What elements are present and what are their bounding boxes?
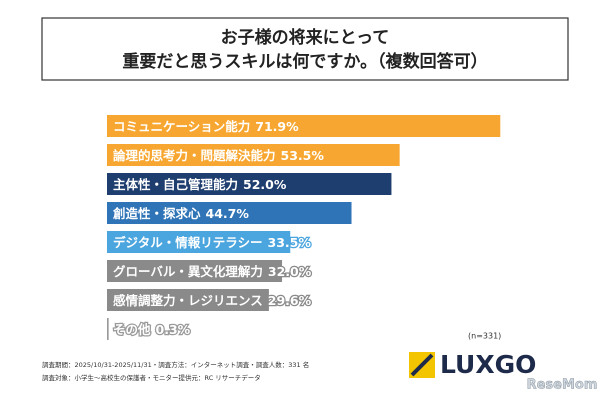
- category-label: その他: [113, 322, 151, 337]
- value-label: 32.0%: [268, 264, 312, 279]
- value-label: 44.7%: [206, 206, 250, 221]
- category-label: 論理的思考力・問題解決能力: [113, 148, 276, 163]
- bar: [107, 144, 400, 166]
- watermark: ReseMom: [527, 378, 598, 393]
- category-label: グローバル・異文化理解力: [113, 264, 263, 279]
- logo-icon-mark: [410, 353, 434, 377]
- category-label: 感情調整力・レジリエンス: [113, 293, 263, 308]
- chart-title: 重要だと思うスキルは何ですか。（複数回答可）: [122, 51, 487, 72]
- bar-label: 創造性・探求心 44.7%: [112, 206, 249, 221]
- chart-title: お子様の将来にとって: [221, 27, 390, 48]
- value-label: 33.5%: [268, 235, 312, 250]
- footnote: 調査期間：2025/10/31-2025/11/31・調査方法：インターネット調…: [42, 360, 309, 369]
- category-label: デジタル・情報リテラシー: [113, 235, 263, 250]
- category-label: 主体性・自己管理能力: [113, 177, 238, 192]
- bar-label: 主体性・自己管理能力 52.0%: [113, 177, 287, 192]
- value-label: 52.0%: [243, 177, 287, 192]
- category-label: コミュニケーション能力: [113, 119, 250, 134]
- bar-label: 感情調整力・レジリエンス 29.6%: [113, 293, 312, 308]
- footnote: 調査対象：小学生～高校生の保護者・モニター提供元：RC リサーチデータ: [42, 373, 261, 382]
- bar: [107, 289, 269, 311]
- bar-label: 論理的思考力・問題解決能力 53.5%: [113, 148, 324, 163]
- sample-note: (n=331): [468, 332, 501, 341]
- bar-label: デジタル・情報リテラシー 33.5%: [113, 235, 311, 250]
- title-box: [41, 17, 569, 81]
- value-label: 71.9%: [255, 119, 299, 134]
- bar: [107, 318, 109, 340]
- bar: [107, 115, 501, 137]
- logo-text: LUXGO: [440, 350, 536, 379]
- value-label: 53.5%: [281, 148, 325, 163]
- bar-label: その他 0.3%: [113, 322, 191, 337]
- bar: [107, 173, 392, 195]
- value-label: 29.6%: [268, 293, 312, 308]
- bar-label: コミュニケーション能力 71.9%: [113, 119, 299, 134]
- bar: [107, 231, 291, 253]
- bar-label: グローバル・異文化理解力 32.0%: [113, 264, 312, 279]
- bar: [107, 260, 283, 282]
- value-label: 0.3%: [156, 322, 191, 337]
- category-label: 創造性・探求心: [112, 206, 201, 221]
- bar: [107, 202, 352, 224]
- logo: LUXGO: [409, 350, 536, 379]
